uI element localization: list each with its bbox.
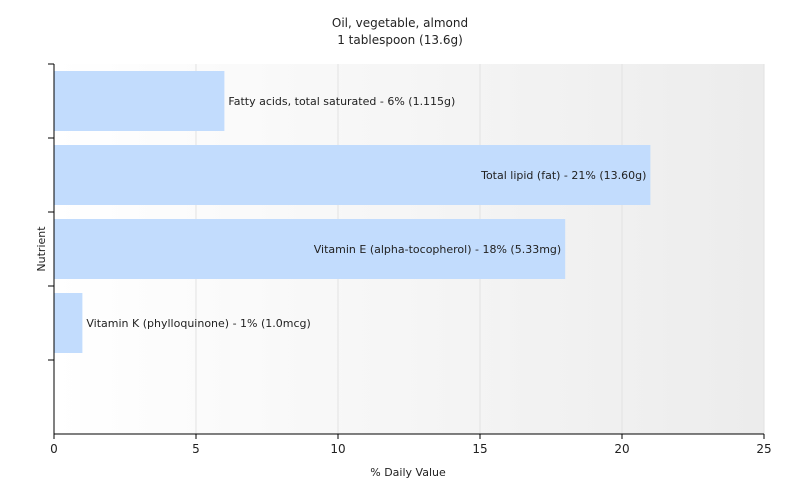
x-tick-label: 15 (472, 442, 487, 456)
x-tick-label: 10 (330, 442, 345, 456)
chart-title: Oil, vegetable, almond (332, 16, 468, 30)
bar-label: Vitamin E (alpha-tocopherol) - 18% (5.33… (314, 243, 561, 256)
bar (54, 293, 83, 353)
y-axis-label: Nutrient (35, 226, 48, 272)
bar-label: Vitamin K (phylloquinone) - 1% (1.0mcg) (86, 317, 310, 330)
x-tick-label: 20 (614, 442, 629, 456)
chart-subtitle: 1 tablespoon (13.6g) (337, 33, 463, 47)
bar-label: Total lipid (fat) - 21% (13.60g) (480, 169, 646, 182)
x-tick-label: 25 (756, 442, 771, 456)
bars: Fatty acids, total saturated - 6% (1.115… (54, 71, 651, 353)
x-tick-label: 5 (192, 442, 200, 456)
x-axis-label: % Daily Value (370, 466, 446, 479)
bar (54, 145, 651, 205)
bar-label: Fatty acids, total saturated - 6% (1.115… (228, 95, 455, 108)
axes (48, 63, 764, 435)
bar (54, 219, 566, 279)
bar (54, 71, 225, 131)
x-tick-label: 0 (50, 442, 58, 456)
x-ticks: 0 5 10 15 20 25 (50, 434, 772, 456)
